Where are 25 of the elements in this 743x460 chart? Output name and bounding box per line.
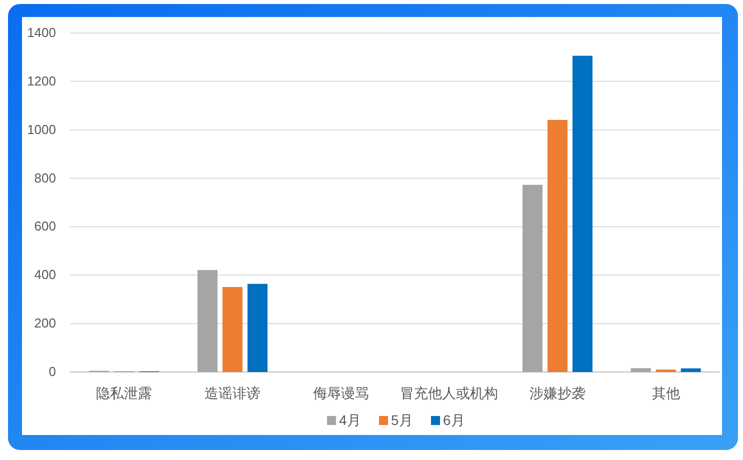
bar (522, 184, 542, 372)
y-tick-label: 1200 (27, 73, 56, 88)
legend-label: 6月 (443, 412, 465, 428)
x-tick-label: 造谣诽谤 (204, 385, 260, 401)
y-tick-label: 800 (34, 170, 56, 186)
y-tick-label: 1000 (27, 122, 56, 137)
x-tick-label: 隐私泄露 (96, 385, 152, 401)
y-tick-label: 400 (34, 267, 56, 282)
bar (248, 284, 268, 372)
y-tick-label: 200 (34, 316, 56, 331)
y-tick-label: 1400 (27, 25, 56, 40)
legend-label: 5月 (391, 412, 413, 428)
x-tick-label: 冒充他人或机构 (400, 385, 498, 401)
bar (572, 56, 592, 372)
x-tick-label: 涉嫌抄袭 (530, 385, 586, 401)
x-tick-label: 其他 (652, 385, 680, 401)
y-tick-label: 0 (48, 364, 56, 379)
y-tick-label: 600 (34, 218, 56, 234)
bar (548, 120, 568, 372)
bar (198, 270, 218, 372)
bar (630, 368, 651, 372)
legend-label: 4月 (339, 412, 361, 428)
x-tick-label: 侮辱谩骂 (312, 385, 369, 401)
bar (222, 287, 242, 372)
bar (680, 368, 701, 372)
